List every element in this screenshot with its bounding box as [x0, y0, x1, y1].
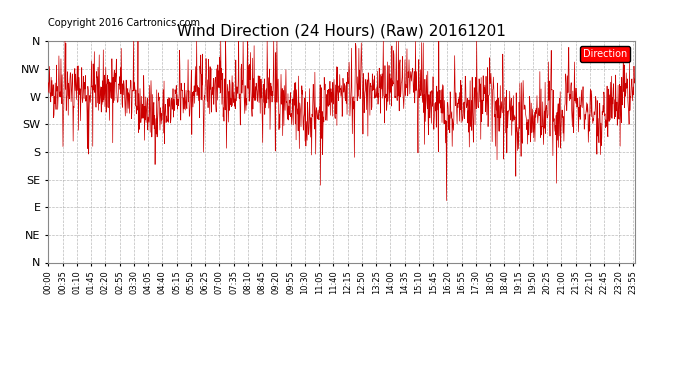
Title: Wind Direction (24 Hours) (Raw) 20161201: Wind Direction (24 Hours) (Raw) 20161201 [177, 24, 506, 39]
Text: Copyright 2016 Cartronics.com: Copyright 2016 Cartronics.com [48, 18, 200, 28]
Legend: Direction: Direction [580, 46, 630, 62]
